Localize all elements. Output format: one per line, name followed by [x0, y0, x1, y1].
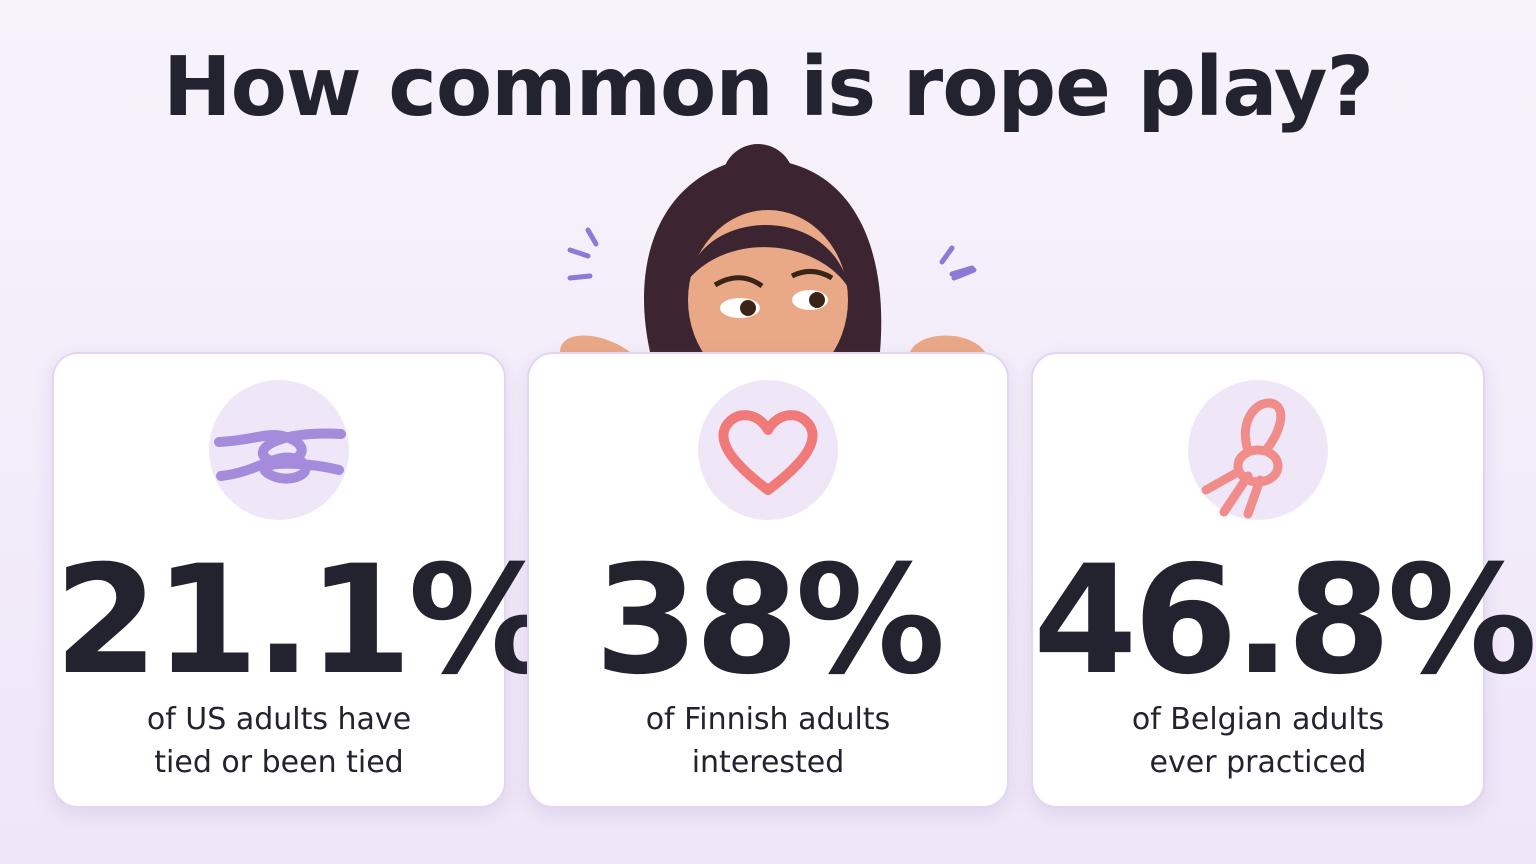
stat-value: 38%: [594, 534, 945, 708]
stat-card: 38% of Finnish adults interested: [527, 352, 1009, 808]
caption-line: ever practiced: [1149, 745, 1367, 780]
caption-line: of Belgian adults: [1131, 702, 1385, 737]
stat-caption: of Belgian adults ever practiced: [1033, 698, 1483, 784]
stat-card: 46.8% of Belgian adults ever practiced: [1031, 352, 1536, 808]
icon-circle: [1188, 380, 1328, 520]
caption-line: interested: [691, 745, 845, 780]
stat-caption: of Finnish adults interested: [529, 698, 1007, 784]
icon-circle: [209, 380, 349, 520]
knot-icon: [214, 428, 346, 484]
stat-card: 21.1% of US adults have tied or been tied: [52, 352, 558, 808]
title: How common is rope play?: [162, 40, 1374, 135]
caption-line: tied or been tied: [154, 745, 404, 780]
noose-icon: [1201, 398, 1286, 519]
stat-value: 21.1%: [54, 534, 558, 708]
peeking-woman: [560, 144, 985, 380]
heart-icon: [718, 410, 818, 495]
caption-line: of Finnish adults: [645, 702, 891, 737]
stat-caption: of US adults have tied or been tied: [54, 698, 504, 784]
caption-line: of US adults have: [146, 702, 412, 737]
icon-circle: [698, 380, 838, 520]
stat-value: 46.8%: [1033, 534, 1536, 708]
